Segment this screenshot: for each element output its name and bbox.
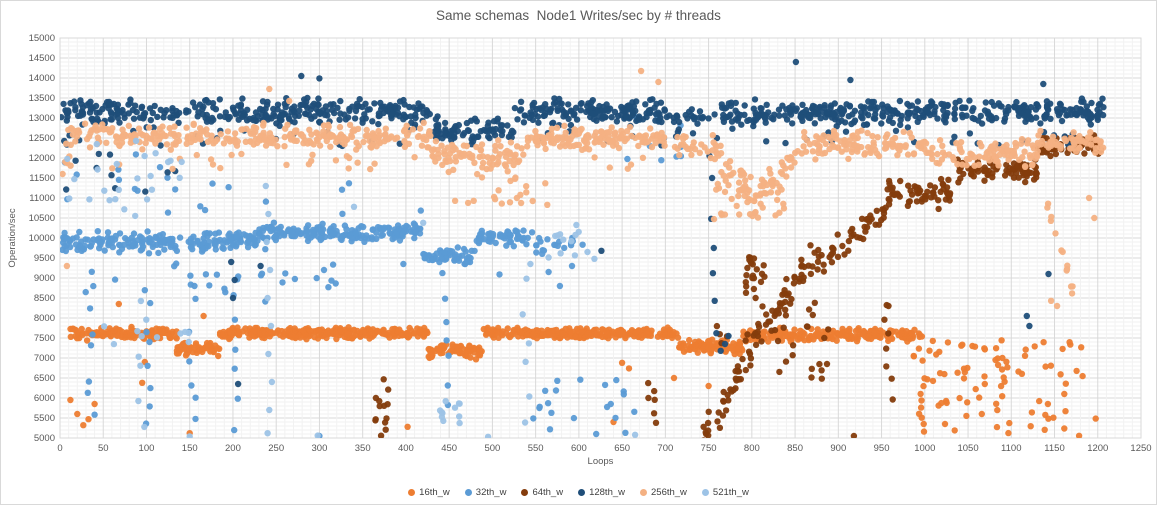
x-tick-label: 500 — [484, 443, 500, 454]
x-tick-label: 200 — [225, 443, 241, 454]
y-tick-label: 12500 — [29, 133, 55, 144]
legend: 16th_w 32th_w 64th_w 128th_w 256th_w 521th_w — [1, 487, 1156, 498]
x-tick-label: 600 — [571, 443, 587, 454]
y-tick-label: 14500 — [29, 53, 55, 64]
y-tick-label: 7000 — [34, 353, 55, 364]
y-tick-label: 5000 — [34, 433, 55, 444]
legend-marker-128th_w — [578, 489, 586, 496]
legend-marker-16th_w — [408, 489, 416, 496]
legend-item-256th_w[interactable]: 256th_w — [640, 487, 687, 498]
legend-label: 128th_w — [589, 487, 625, 498]
legend-marker-64th_w — [521, 489, 529, 496]
x-tick-label: 700 — [657, 443, 673, 454]
x-tick-label: 0 — [57, 443, 62, 454]
x-tick-label: 300 — [312, 443, 328, 454]
legend-label: 64th_w — [532, 487, 564, 498]
y-tick-label: 12000 — [29, 153, 55, 164]
legend-item-64th_w[interactable]: 64th_w — [521, 487, 563, 498]
series-256th_w — [60, 67, 1107, 310]
x-tick-label: 1050 — [957, 443, 978, 454]
x-tick-label: 450 — [441, 443, 457, 454]
x-tick-label: 350 — [355, 443, 371, 454]
x-tick-label: 550 — [528, 443, 544, 454]
legend-label: 16th_w — [419, 487, 450, 498]
x-axis-label: Loops — [588, 456, 614, 467]
y-tick-label: 8500 — [34, 293, 55, 304]
x-tick-label: 750 — [701, 443, 717, 454]
y-tick-label: 8000 — [34, 313, 55, 324]
x-tick-label: 1000 — [914, 443, 935, 454]
legend-marker-32th_w — [464, 489, 472, 496]
legend-item-16th_w[interactable]: 16th_w — [408, 487, 450, 498]
y-tick-label: 10000 — [29, 233, 55, 244]
y-tick-label: 15000 — [29, 33, 55, 44]
chart-title: Same schemas Node1 Writes/sec by # threa… — [436, 8, 721, 23]
x-tick-label: 1100 — [1001, 443, 1021, 454]
y-tick-label: 10500 — [29, 213, 55, 224]
x-tick-label: 950 — [874, 443, 890, 454]
y-tick-label: 14000 — [29, 73, 55, 84]
x-tick-label: 50 — [98, 443, 109, 454]
legend-label: 256th_w — [651, 487, 687, 498]
legend-label: 521th_w — [712, 487, 749, 498]
x-tick-label: 250 — [268, 443, 284, 454]
legend-item-128th_w[interactable]: 128th_w — [578, 487, 625, 498]
legend-marker-521th_w — [701, 489, 709, 496]
y-tick-label: 7500 — [34, 333, 55, 344]
x-tick-label: 400 — [398, 443, 414, 454]
x-tick-label: 100 — [139, 443, 155, 454]
series-128th_w — [60, 58, 1107, 388]
legend-label: 32th_w — [475, 487, 507, 498]
y-tick-label: 9000 — [34, 273, 55, 284]
x-tick-label: 800 — [744, 443, 760, 454]
x-tick-label: 1200 — [1087, 443, 1108, 454]
legend-item-32th_w[interactable]: 32th_w — [464, 487, 507, 498]
legend-item-521th_w[interactable]: 521th_w — [701, 487, 749, 498]
y-tick-label: 6500 — [34, 373, 55, 384]
series-521th_w — [64, 137, 639, 438]
y-tick-label: 13500 — [29, 93, 55, 104]
x-tick-label: 150 — [182, 443, 198, 454]
y-tick-label: 11500 — [29, 173, 55, 184]
x-tick-label: 1250 — [1130, 443, 1151, 454]
x-tick-label: 1150 — [1044, 443, 1064, 454]
y-tick-label: 5500 — [34, 413, 55, 424]
plot-border — [59, 37, 1142, 439]
x-tick-label: 900 — [830, 443, 846, 454]
y-tick-label: 6000 — [34, 393, 55, 404]
y-tick-label: 9500 — [34, 253, 55, 264]
x-tick-label: 850 — [787, 443, 803, 454]
y-tick-label: 13000 — [29, 113, 55, 124]
x-tick-label: 650 — [614, 443, 630, 454]
y-tick-label: 11000 — [29, 193, 55, 204]
legend-marker-256th_w — [640, 489, 647, 496]
y-axis-label: Operation/sec — [7, 208, 18, 267]
